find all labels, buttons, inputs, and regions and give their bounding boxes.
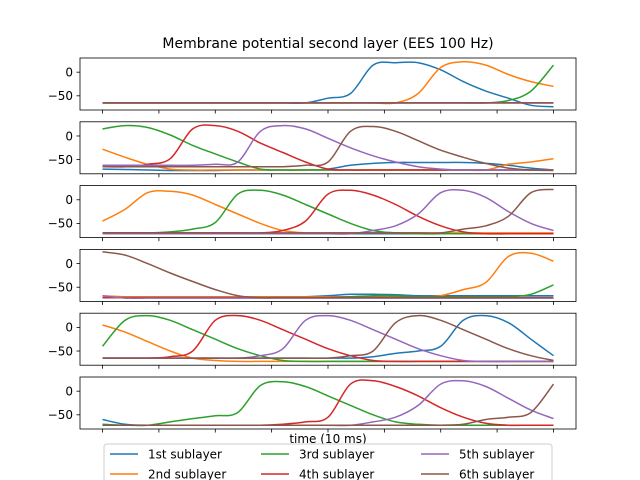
y-tick-label: 0 [65,321,73,335]
legend-label: 1st sublayer [148,448,222,462]
legend: 1st sublayer 2nd sublayer 3rd sublayer 4th … [103,443,553,480]
legend-label: 2nd sublayer [148,468,226,480]
subplot-2: 0 −50 [48,121,577,178]
legend-label: 3rd sublayer [299,448,374,462]
legend-label: 5th sublayer [459,448,534,462]
series-line-6th-sublayer [102,383,555,427]
y-tick-label: 0 [65,384,73,398]
series-line-2nd-sublayer [102,251,554,298]
subplot-5: 0 −50 [48,312,577,369]
series-line-3rd-sublayer [102,380,554,427]
series-line-1st-sublayer [102,61,554,108]
axes-frame [79,376,577,430]
y-tick-label: −50 [48,217,73,231]
series-line-6th-sublayer [102,125,554,172]
y-tick-label: −50 [48,89,73,103]
subplot-panels: 0 −50 0 −50 0 −50 0 −50 0 −50 0 −50 [48,57,577,433]
series-line-5th-sublayer [102,124,554,171]
subplot-4: 0 −50 [48,248,577,305]
legend-label: 6th sublayer [459,468,534,480]
series-line-6th-sublayer [102,188,554,234]
axes-frame [79,248,577,302]
series-line-6th-sublayer [102,251,554,299]
legend-box [103,443,553,480]
x-axis-label: time (10 ms) [289,432,366,446]
series-line-2nd-sublayer [102,60,554,105]
y-tick-label: −50 [48,281,73,295]
subplot-1: 0 −50 [48,57,577,114]
subplot-3: 0 −50 [48,185,577,242]
subplot-6: 0 −50 [48,376,577,433]
y-tick-label: 0 [65,257,73,271]
series-line-3rd-sublayer [102,64,555,104]
chart-title: Membrane potential second layer (EES 100… [162,36,493,52]
series-line-5th-sublayer [102,379,554,427]
series-line-6th-sublayer [102,314,554,362]
y-tick-label: −50 [48,344,73,358]
y-tick-label: 0 [65,193,73,207]
y-tick-label: 0 [65,65,73,79]
y-tick-label: −50 [48,153,73,167]
legend-label: 4th sublayer [299,468,374,480]
series-line-5th-sublayer [102,188,554,235]
y-tick-label: −50 [48,408,73,422]
y-tick-label: 0 [65,129,73,143]
